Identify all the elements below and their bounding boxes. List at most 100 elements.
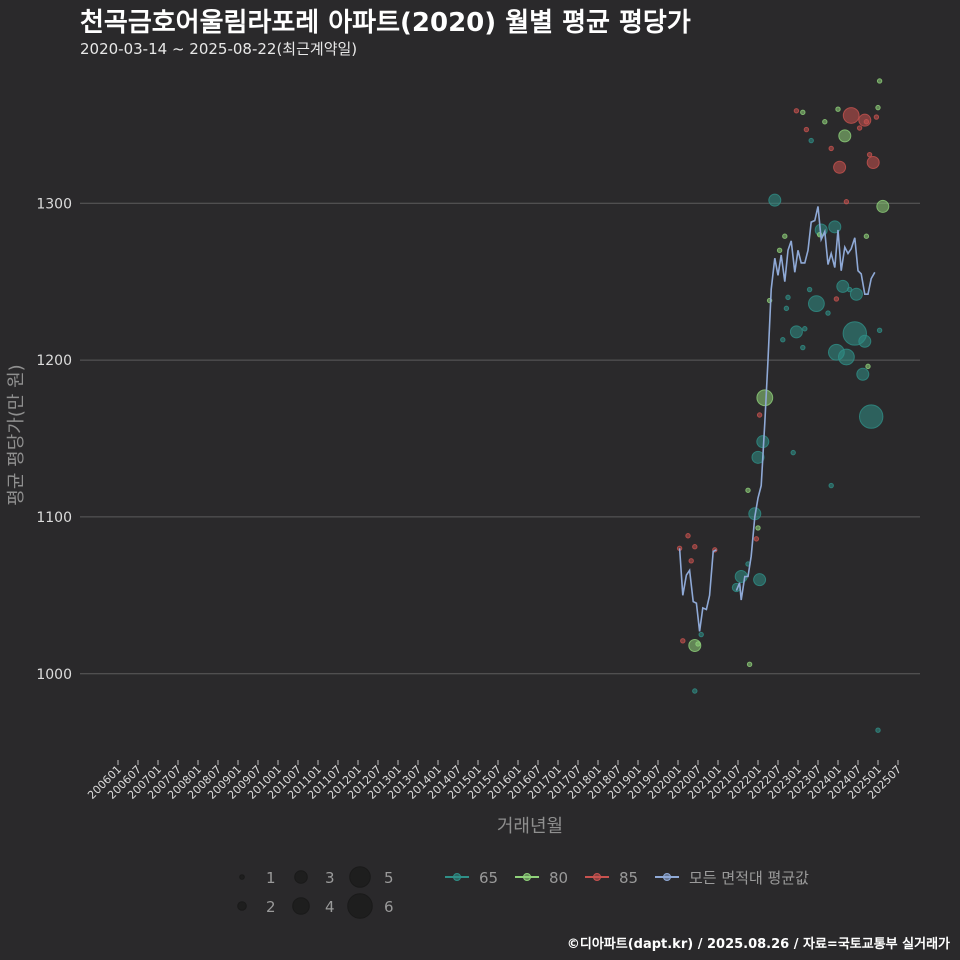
- point-80-18: [876, 199, 890, 213]
- point-80-1: [695, 641, 701, 647]
- legend-size-label-3: 3: [325, 869, 335, 887]
- point-65-23: [828, 220, 842, 234]
- point-65-16: [802, 326, 808, 332]
- point-80-16: [875, 104, 881, 111]
- point-65-21: [825, 310, 831, 316]
- point-65-29: [849, 287, 863, 301]
- point-85-4: [692, 544, 698, 550]
- point-85-6: [753, 536, 760, 542]
- x-tick-labels: 2006012006072007012007072008012008072009…: [85, 760, 904, 802]
- point-85-11: [833, 296, 840, 302]
- legend-label-s80: 80: [549, 869, 568, 887]
- point-65-1: [698, 631, 704, 638]
- point-65-6: [751, 450, 765, 464]
- legend-dot-s85: [593, 873, 601, 881]
- point-80-5: [756, 389, 774, 407]
- grid-lines: [80, 202, 920, 675]
- legend-label-avg: 모든 면적대 평균값: [689, 869, 809, 887]
- legend-dot-s80: [523, 873, 531, 881]
- legend-size-label-2: 2: [266, 898, 276, 916]
- point-85-1: [680, 638, 686, 644]
- legend-size-label-6: 6: [384, 898, 394, 916]
- average-line-group: [678, 206, 876, 632]
- legend-size-dot-4: [292, 897, 310, 915]
- footer-credit: ©디아파트(dapt.kr) / 2025.08.26 / 자료=국토교통부 실…: [566, 937, 950, 952]
- point-65-31: [858, 334, 872, 348]
- point-85-2: [685, 533, 691, 539]
- point-65-32: [859, 404, 884, 429]
- point-65-14: [789, 325, 803, 339]
- point-80-11: [822, 119, 828, 125]
- y-tick-labels: 1000 1100 1200 1300: [36, 196, 72, 682]
- legend-size-dot-2: [237, 901, 247, 911]
- legend-dot-avg: [663, 873, 671, 881]
- point-65-27: [846, 286, 853, 293]
- point-65-0: [692, 688, 698, 694]
- point-85-14: [842, 107, 860, 124]
- x-axis-title: 거래년월: [497, 816, 563, 837]
- point-85-17: [863, 119, 870, 125]
- y-tick-1100: 1100: [36, 510, 72, 526]
- point-80-9: [800, 109, 806, 116]
- point-65-9: [768, 193, 782, 207]
- point-85-20: [873, 114, 880, 120]
- y-tick-1200: 1200: [36, 353, 72, 369]
- legend-dot-s65: [453, 873, 461, 881]
- point-65-26: [838, 348, 855, 366]
- chart-title: 천곡금호어울림라포레 아파트(2020) 월별 평균 평당가: [80, 8, 691, 38]
- y-tick-1300: 1300: [36, 196, 72, 212]
- legend-size-label-1: 1: [266, 869, 276, 887]
- point-85-13: [843, 199, 850, 205]
- legend-size-dot-1: [239, 874, 245, 880]
- y-tick-1000: 1000: [36, 667, 72, 683]
- legend-label-s85: 85: [619, 869, 638, 887]
- y-axis-title: 평균 평당가(만 원): [6, 364, 27, 505]
- point-65-33: [875, 727, 881, 733]
- point-80-17: [876, 78, 883, 84]
- legend-size-dot-5: [349, 866, 371, 888]
- point-65-19: [808, 295, 825, 313]
- point-65-12: [785, 294, 791, 301]
- point-85-8: [793, 108, 800, 114]
- point-85-19: [866, 156, 880, 170]
- point-85-3: [688, 558, 694, 564]
- point-80-4: [755, 525, 761, 531]
- point-85-10: [828, 145, 834, 152]
- point-80-12: [835, 106, 841, 112]
- point-65-13: [790, 449, 796, 456]
- average-line-segment-0: [678, 548, 717, 632]
- point-65-18: [808, 137, 814, 144]
- legend-size-label-5: 5: [384, 869, 394, 887]
- point-85-18: [866, 151, 873, 158]
- average-line-segment-1: [735, 206, 876, 601]
- legend-size-dot-3: [294, 870, 308, 884]
- point-85-12: [833, 160, 847, 174]
- point-80-8: [782, 233, 788, 239]
- legend-size-label-4: 4: [325, 898, 335, 916]
- point-85-15: [856, 125, 863, 131]
- point-65-15: [800, 344, 806, 351]
- point-85-9: [803, 126, 810, 133]
- point-80-7: [776, 247, 783, 254]
- point-85-7: [756, 412, 763, 418]
- legend: 1 2 3 4 5 6 65 80 85 모든 면적대 평균값: [237, 866, 809, 919]
- point-65-25: [836, 279, 850, 293]
- point-80-14: [863, 233, 870, 239]
- legend-size-dot-6: [347, 893, 373, 919]
- point-80-3: [746, 661, 753, 668]
- point-65-11: [783, 305, 790, 312]
- point-65-17: [806, 286, 813, 293]
- point-65-34: [876, 327, 883, 334]
- point-65-22: [828, 482, 834, 489]
- legend-label-s65: 65: [479, 869, 498, 887]
- point-80-13: [838, 129, 852, 143]
- point-65-30: [856, 367, 870, 381]
- point-80-2: [745, 487, 751, 493]
- point-65-10: [780, 337, 786, 343]
- chart-subtitle: 2020-03-14 ~ 2025-08-22(최근계약일): [80, 40, 358, 58]
- point-80-15: [865, 363, 871, 370]
- data-points: [676, 78, 890, 733]
- point-65-7: [753, 573, 767, 587]
